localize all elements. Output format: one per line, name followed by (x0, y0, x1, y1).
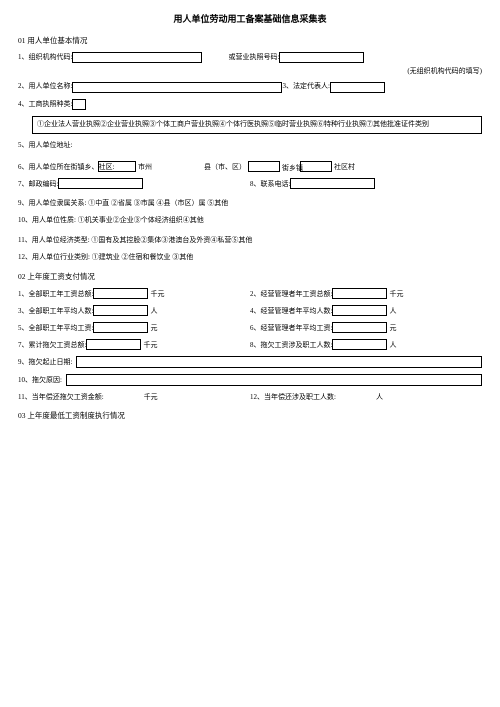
row-industry: 12、用人单位行业类别: ①建筑业 ②住宿和餐饮业 ③其他 (18, 252, 482, 263)
license-type-input[interactable] (72, 99, 86, 110)
mgr-avg-wage-input[interactable] (332, 322, 387, 333)
phone-input[interactable] (290, 178, 375, 189)
page-title: 用人单位劳动用工备案基础信息采集表 (18, 12, 482, 25)
total-wage-label: 1、全部职工年工资总额: (18, 289, 93, 299)
city-input[interactable] (98, 161, 136, 172)
arrears-count-input[interactable] (332, 339, 387, 350)
county-input[interactable] (248, 161, 280, 172)
industry-label: 12、用人单位行业类别: ①建筑业 ②住宿和餐饮业 ③其他 (18, 252, 193, 263)
arrears-period-input[interactable] (76, 356, 482, 368)
mgr-wage-label: 2、经营管理者年工资总额: (250, 289, 332, 299)
econ-type-label: 11、用人单位经济类型: ①国有及其控股②集体③港澳台及外资④私营⑤其他 (18, 235, 252, 246)
county-label: 县（市、区） (204, 162, 246, 172)
row-wage-3: 5、全部职工年平均工资: 元 6、经营管理者年平均工资: 元 (18, 322, 482, 333)
repay-count-label: 12、当年偿还涉及职工人数: (250, 392, 336, 402)
avg-wage-input[interactable] (93, 322, 148, 333)
postcode-input[interactable] (58, 178, 143, 189)
row-license-type: 4、工商执照种类: (18, 99, 482, 110)
row-nature: 10、用人单位性质: ①机关事业②企业③个体经济组织④其他 (18, 215, 482, 226)
town-label: 街乡镇 (282, 165, 298, 172)
row-org-code: 1、组织机构代码: 或营业执照号码: (18, 52, 482, 63)
arrears-total-label: 7、累计拖欠工资总额: (18, 340, 86, 350)
phone-label: 8、联系电话: (250, 179, 290, 189)
row-affiliation: 9、用人单位隶属关系: ①中直 ②省属 ③市属 ④县（市区）属 ⑤其他 (18, 198, 482, 209)
unit-qianyuan-1: 千元 (150, 289, 164, 299)
license-no-label: 或营业执照号码: (228, 52, 279, 63)
license-type-options: ①企业法人营业执照②企业营业执照③个体工商户营业执照④个体行医执照⑤临时营业执照… (32, 116, 482, 134)
row-wage-7: 11、当年偿还拖欠工资金额: 千元 12、当年偿还涉及职工人数: 人 (18, 392, 482, 402)
unit-yuan-1: 元 (150, 323, 157, 333)
org-code-note: (无组织机构代码的填写) (407, 66, 482, 77)
section-03-header: 03 上年度最低工资制度执行情况 (18, 410, 482, 421)
org-code-input[interactable] (72, 52, 202, 63)
license-no-input[interactable] (279, 52, 364, 63)
legal-rep-label: 3、法定代表人: (282, 81, 329, 92)
affiliation-label: 9、用人单位隶属关系: ①中直 ②省属 ③市属 ④县（市区）属 ⑤其他 (18, 198, 228, 209)
avg-wage-label: 5、全部职工年平均工资: (18, 323, 93, 333)
mgr-wage-input[interactable] (332, 288, 387, 299)
unit-qianyuan-4: 千元 (144, 392, 158, 402)
arrears-total-input[interactable] (86, 339, 141, 350)
section-01-header: 01 用人单位基本情况 (18, 35, 482, 46)
unit-ren-3: 人 (389, 340, 396, 350)
avg-count-label: 3、全部职工年平均人数: (18, 306, 93, 316)
unit-ren-4: 人 (376, 392, 383, 402)
repay-amount-label: 11、当年偿还拖欠工资金额: (18, 392, 104, 402)
arrears-period-label: 9、拖欠起止日期: (18, 357, 72, 368)
license-type-label: 4、工商执照种类: (18, 99, 72, 110)
unit-qianyuan-3: 千元 (143, 340, 157, 350)
unit-ren-2: 人 (389, 306, 396, 316)
town-input[interactable] (300, 161, 332, 172)
legal-rep-input[interactable] (330, 82, 385, 93)
row-address: 5、用人单位地址: (18, 140, 482, 151)
row-econ-type: 11、用人单位经济类型: ①国有及其控股②集体③港澳台及外资④私营⑤其他 (18, 235, 482, 246)
total-wage-input[interactable] (93, 288, 148, 299)
postcode-label: 7、邮政编码: (18, 179, 58, 189)
row-unit-name: 2、用人单位名称: 3、法定代表人: (18, 81, 482, 92)
mgr-count-label: 4、经营管理者年平均人数: (250, 306, 332, 316)
row-wage-4: 7、累计拖欠工资总额: 千元 8、拖欠工资涉及职工人数: 人 (18, 339, 482, 350)
org-code-label: 1、组织机构代码: (18, 52, 72, 63)
mgr-avg-wage-label: 6、经营管理者年平均工资: (250, 323, 332, 333)
unit-name-input[interactable] (72, 82, 282, 93)
row-arrears-period: 9、拖欠起止日期: (18, 356, 482, 368)
arrears-reason-input[interactable] (66, 374, 482, 386)
unit-yuan-2: 元 (389, 323, 396, 333)
row-arrears-reason: 10、拖欠原因: (18, 374, 482, 386)
row-post-phone: 7、邮政编码: 8、联系电话: (18, 178, 482, 189)
row-wage-2: 3、全部职工年平均人数: 人 4、经营管理者年平均人数: 人 (18, 305, 482, 316)
mgr-count-input[interactable] (332, 305, 387, 316)
location-label: 6、用人单位所在街镇乡、社区: (18, 162, 96, 172)
row-location: 6、用人单位所在街镇乡、社区: 市州 县（市、区） 街乡镇 社区村 (18, 161, 482, 172)
arrears-count-label: 8、拖欠工资涉及职工人数: (250, 340, 332, 350)
unit-qianyuan-2: 千元 (389, 289, 403, 299)
section-02-header: 02 上年度工资支付情况 (18, 271, 482, 282)
community-label: 社区村 (334, 162, 355, 172)
unit-name-label: 2、用人单位名称: (18, 81, 72, 92)
arrears-reason-label: 10、拖欠原因: (18, 375, 62, 386)
unit-ren-1: 人 (150, 306, 157, 316)
row-wage-1: 1、全部职工年工资总额: 千元 2、经营管理者年工资总额: 千元 (18, 288, 482, 299)
city-label: 市州 (138, 162, 152, 172)
avg-count-input[interactable] (93, 305, 148, 316)
nature-label: 10、用人单位性质: ①机关事业②企业③个体经济组织④其他 (18, 215, 204, 226)
address-label: 5、用人单位地址: (18, 140, 72, 151)
